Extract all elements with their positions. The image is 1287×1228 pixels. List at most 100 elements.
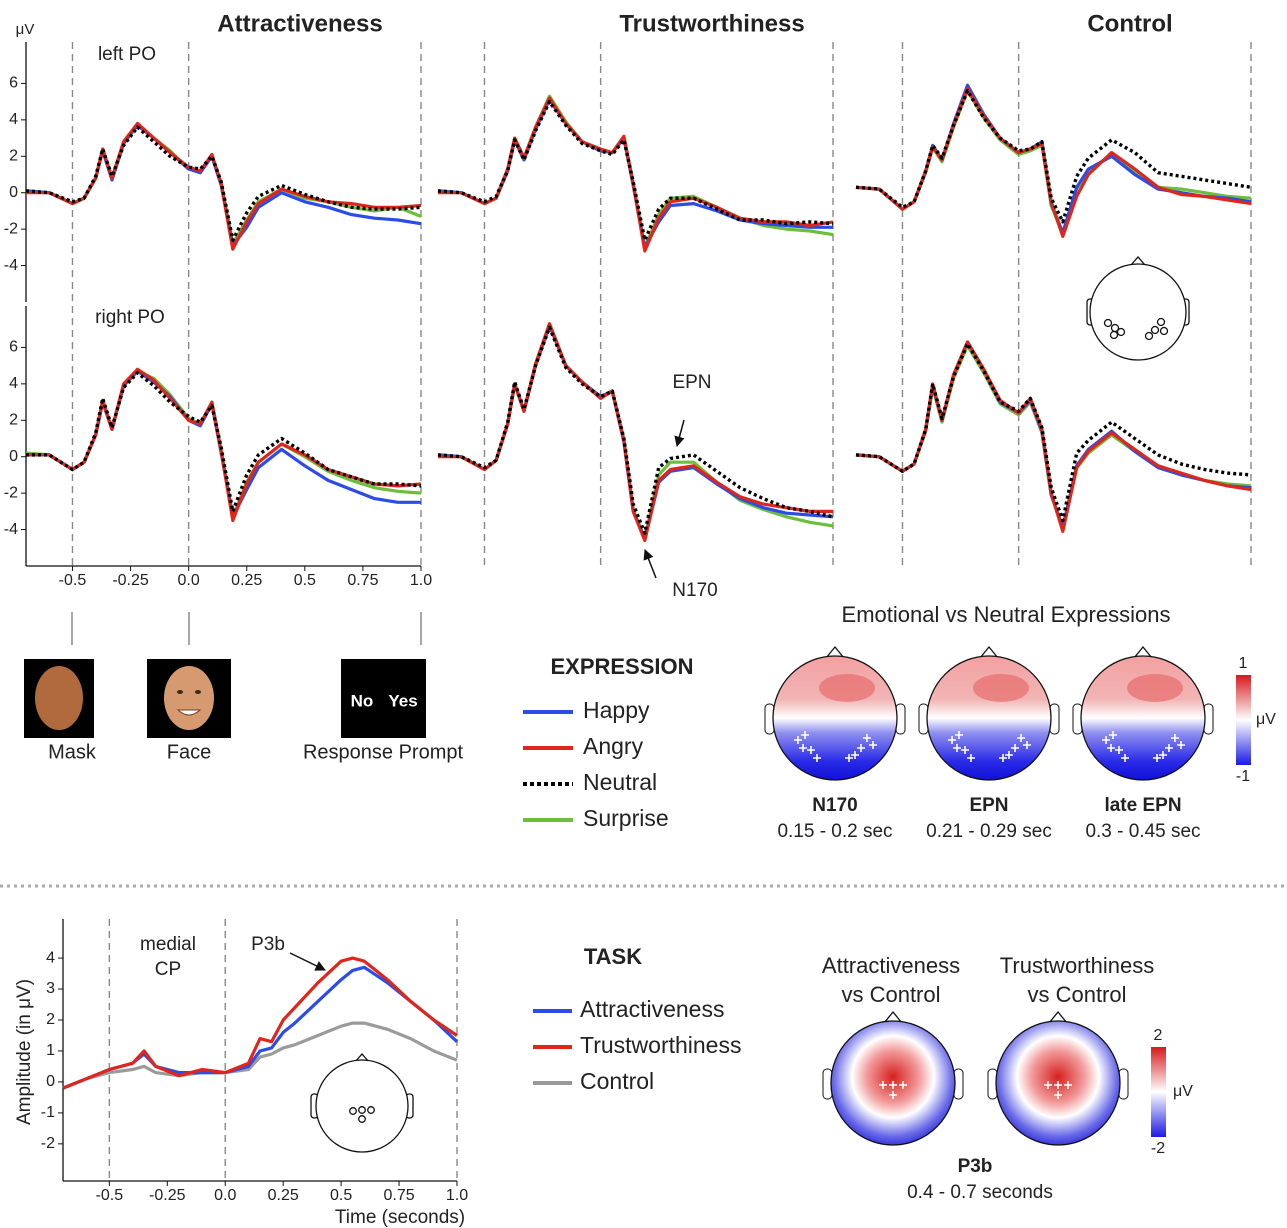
map-name: P3b (958, 1156, 993, 1177)
colorbar (1151, 1047, 1166, 1137)
y-tick-label: 0 (46, 1073, 55, 1090)
y-tick-label: -2 (4, 220, 18, 237)
y-tick-label: 0 (9, 448, 18, 465)
y-tick-label: -4 (4, 257, 18, 274)
electrode (359, 1116, 366, 1123)
scalp-map (765, 647, 905, 780)
colorbar-label: 1 (1239, 655, 1248, 672)
head-icon (311, 1054, 413, 1152)
scalp-map (823, 1012, 963, 1145)
head (316, 1060, 408, 1152)
erp-panel: -4-20246Attractivenessleft POμV (4, 10, 421, 302)
electrode (1118, 329, 1125, 336)
mask-image (24, 659, 94, 738)
colorbar-label: 2 (1154, 1027, 1163, 1044)
figure: No Yes Mask Face Response Prompt Emotion… (0, 0, 1287, 1228)
panel-title: Control (1087, 10, 1172, 37)
y-tick-label: 0 (9, 184, 18, 201)
scalp (1081, 656, 1205, 780)
scalp (927, 656, 1051, 780)
y-tick-label: 4 (9, 111, 18, 128)
legend-label: Angry (583, 733, 644, 759)
y-tick-label: 2 (9, 412, 18, 429)
electrode (1152, 327, 1159, 334)
map-title: vs Control (1027, 982, 1126, 1007)
positive-blob (819, 674, 875, 702)
legend-label: Surprise (583, 805, 669, 831)
stimulus-label: Face (167, 741, 211, 763)
erp-panel: -4-20246-0.5-0.250.00.250.50.751.0right … (4, 306, 432, 589)
x-tick-label: 0.75 (383, 1187, 414, 1204)
face-image (147, 659, 231, 738)
x-tick-label: 0.5 (294, 572, 316, 589)
electrode (350, 1108, 357, 1115)
prompt-word: No (351, 691, 374, 710)
prompt-word: Yes (388, 691, 417, 710)
y-tick-label: 4 (46, 949, 55, 966)
annotation: EPN (672, 372, 711, 393)
region-label: medial (140, 934, 196, 955)
erp-line (26, 125, 421, 245)
stimulus-label: Response Prompt (303, 741, 464, 763)
region-label: left PO (98, 44, 156, 65)
stimulus-label: Mask (48, 741, 97, 763)
erp-panel: Control (856, 10, 1251, 302)
eye (177, 690, 183, 694)
y-axis-label: Amplitude (in μV) (14, 979, 35, 1125)
erp-line (856, 342, 1251, 531)
y-tick-label: 6 (9, 75, 18, 92)
face-oval (164, 666, 214, 730)
x-tick-label: -0.5 (96, 1187, 124, 1204)
x-tick-label: 0.75 (347, 572, 378, 589)
y-tick-label: -4 (4, 521, 18, 538)
colorbar-unit: μV (1256, 711, 1276, 728)
annotation: P3b (251, 934, 285, 955)
map-window: 0.4 - 0.7 seconds (907, 1182, 1053, 1203)
electrode (1111, 332, 1118, 339)
head-icon (1087, 257, 1189, 360)
y-tick-label: 1 (46, 1042, 55, 1059)
map-window: 0.15 - 0.2 sec (777, 821, 892, 842)
x-tick-label: -0.25 (112, 572, 149, 589)
legend-label: Neutral (583, 769, 657, 795)
electrode (368, 1107, 375, 1114)
erp-line (438, 100, 833, 248)
prompt-image: No Yes (341, 659, 426, 738)
x-tick-label: 0.25 (268, 1187, 299, 1204)
erp-line (438, 324, 833, 541)
colorbar-label: -2 (1151, 1140, 1165, 1157)
page: {"chart_data": [ {"type": "line", "title… (0, 0, 1287, 1228)
erp-line (438, 327, 833, 533)
y-tick-label: 3 (46, 980, 55, 997)
maps-title: Emotional vs Neutral Expressions (842, 602, 1171, 627)
erp-line (26, 371, 421, 517)
mask-oval (35, 666, 83, 730)
erp-panel: Trustworthiness (438, 10, 833, 302)
x-tick-label: 0.5 (330, 1187, 352, 1204)
x-tick-label: -0.5 (59, 572, 87, 589)
panel-title: Trustworthiness (619, 10, 804, 37)
x-tick-label: 1.0 (410, 572, 432, 589)
colorbar-unit: μV (1173, 1083, 1193, 1100)
x-tick-label: 1.0 (446, 1187, 468, 1204)
legend-title: TASK (584, 944, 642, 969)
annotation: N170 (672, 580, 717, 601)
erp-line (438, 102, 833, 241)
erp-panel (856, 306, 1251, 566)
map-name: EPN (969, 795, 1008, 816)
annotation-arrow (677, 420, 684, 446)
y-tick-label: 2 (9, 148, 18, 165)
map-window: 0.21 - 0.29 sec (926, 821, 1052, 842)
region-label: CP (155, 959, 181, 980)
y-tick-label: 2 (46, 1011, 55, 1028)
y-tick-label: 4 (9, 375, 18, 392)
erp-line (26, 373, 421, 512)
colorbar (1236, 675, 1251, 765)
x-tick-label: 0.0 (214, 1187, 236, 1204)
map-title: vs Control (841, 982, 940, 1007)
x-tick-label: 0.0 (178, 572, 200, 589)
x-axis-label: Time (seconds) (335, 1207, 465, 1228)
scalp-map (988, 1012, 1128, 1145)
x-tick-label: 0.25 (231, 572, 262, 589)
y-tick-label: -2 (41, 1135, 55, 1152)
